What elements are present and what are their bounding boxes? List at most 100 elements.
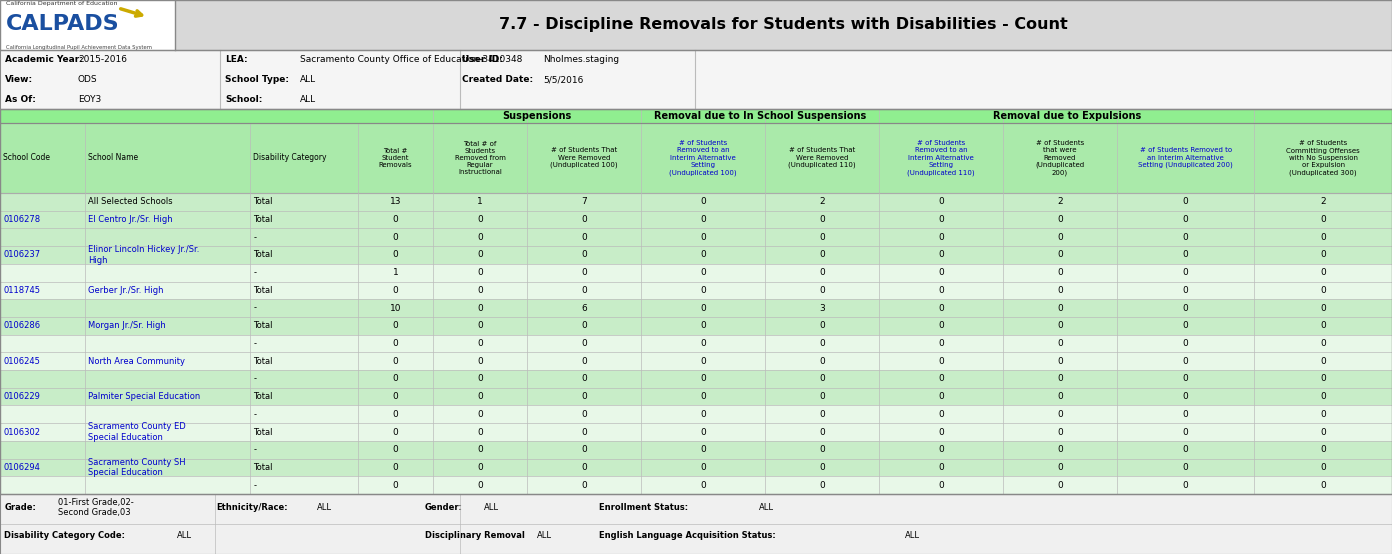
Text: 0: 0	[818, 481, 824, 490]
Text: 0: 0	[1183, 321, 1189, 330]
Text: 0: 0	[393, 357, 398, 366]
Text: 0: 0	[393, 339, 398, 348]
Text: 2: 2	[1057, 197, 1062, 206]
Text: 0: 0	[1321, 392, 1327, 401]
Text: 0: 0	[580, 428, 587, 437]
Text: 0: 0	[1183, 375, 1189, 383]
Text: # of Students Removed to
an Interim Alternative
Setting (Unduplicated 200): # of Students Removed to an Interim Alte…	[1139, 147, 1233, 168]
Text: 0: 0	[477, 445, 483, 454]
Text: 0: 0	[938, 197, 944, 206]
Bar	[0, 459, 1392, 476]
Text: 0106286: 0106286	[3, 321, 40, 330]
Text: Total: Total	[253, 286, 273, 295]
Text: 0: 0	[700, 445, 706, 454]
Text: 0: 0	[580, 286, 587, 295]
Text: -: -	[253, 481, 256, 490]
Text: 0: 0	[1057, 445, 1062, 454]
Text: Total: Total	[253, 250, 273, 259]
Text: 0: 0	[1183, 286, 1189, 295]
Text: Elinor Lincoln Hickey Jr./Sr.
High: Elinor Lincoln Hickey Jr./Sr. High	[88, 245, 199, 265]
Text: ODS: ODS	[78, 75, 97, 85]
Text: -: -	[253, 339, 256, 348]
Text: 0: 0	[938, 233, 944, 242]
Bar	[0, 0, 175, 50]
Text: 0: 0	[1057, 392, 1062, 401]
Text: Sacramento County Office of Education-3410348: Sacramento County Office of Education-34…	[301, 55, 522, 64]
Bar	[0, 423, 1392, 441]
Text: 3: 3	[818, 304, 824, 312]
Text: 0: 0	[818, 392, 824, 401]
Text: ALL: ALL	[484, 503, 500, 512]
Text: Gerber Jr./Sr. High: Gerber Jr./Sr. High	[88, 286, 164, 295]
Text: 0: 0	[1057, 268, 1062, 277]
Bar	[0, 50, 1392, 109]
Text: School Type:: School Type:	[226, 75, 290, 85]
Text: 0: 0	[393, 286, 398, 295]
Text: 0: 0	[393, 321, 398, 330]
Text: Ethnicity/Race:: Ethnicity/Race:	[216, 503, 287, 512]
Text: EOY3: EOY3	[78, 95, 102, 104]
Text: -: -	[253, 268, 256, 277]
Text: # of Students
Removed to an
Interim Alternative
Setting
(Unduplicated 100): # of Students Removed to an Interim Alte…	[670, 140, 736, 176]
Bar	[0, 299, 1392, 317]
Text: 0: 0	[393, 250, 398, 259]
Text: 0: 0	[477, 463, 483, 472]
Text: Gender:: Gender:	[425, 503, 462, 512]
Text: Total: Total	[253, 357, 273, 366]
Text: School Code: School Code	[3, 153, 50, 162]
Text: As Of:: As Of:	[6, 95, 36, 104]
Text: Morgan Jr./Sr. High: Morgan Jr./Sr. High	[88, 321, 166, 330]
Text: 1: 1	[393, 268, 398, 277]
Text: Nholmes.staging: Nholmes.staging	[543, 55, 619, 64]
Text: 10: 10	[390, 304, 401, 312]
Text: 0: 0	[700, 428, 706, 437]
Text: 0: 0	[1057, 233, 1062, 242]
Text: 0: 0	[1321, 375, 1327, 383]
Bar	[0, 246, 1392, 264]
Text: 0: 0	[938, 481, 944, 490]
Text: 0: 0	[477, 250, 483, 259]
Text: 0: 0	[818, 339, 824, 348]
Text: 0: 0	[477, 428, 483, 437]
Text: 2: 2	[818, 197, 824, 206]
Text: ALL: ALL	[905, 531, 920, 541]
Text: Total: Total	[253, 463, 273, 472]
Bar	[0, 335, 1392, 352]
Text: 0: 0	[1321, 428, 1327, 437]
Text: 0: 0	[938, 410, 944, 419]
Text: 0: 0	[938, 463, 944, 472]
Text: Total: Total	[253, 197, 273, 206]
Text: Suspensions: Suspensions	[503, 111, 572, 121]
Text: Sacramento County ED
Special Education: Sacramento County ED Special Education	[88, 422, 187, 442]
Text: -: -	[253, 304, 256, 312]
Text: ALL: ALL	[317, 503, 333, 512]
Bar	[0, 476, 1392, 494]
Text: 0: 0	[1183, 481, 1189, 490]
Text: 0: 0	[580, 215, 587, 224]
Bar	[0, 370, 1392, 388]
Bar	[0, 352, 1392, 370]
Text: 7.7 - Discipline Removals for Students with Disabilities - Count: 7.7 - Discipline Removals for Students w…	[500, 18, 1068, 33]
Bar	[0, 0, 1392, 50]
Text: 0: 0	[477, 357, 483, 366]
Text: 0: 0	[580, 445, 587, 454]
Text: 0: 0	[1183, 304, 1189, 312]
Text: 0: 0	[1183, 233, 1189, 242]
Text: 0: 0	[580, 392, 587, 401]
Text: 0: 0	[1057, 481, 1062, 490]
Bar	[0, 193, 1392, 211]
Text: 0: 0	[477, 339, 483, 348]
Text: 0106237: 0106237	[3, 250, 40, 259]
Text: 0: 0	[818, 250, 824, 259]
Text: 0: 0	[938, 268, 944, 277]
Text: 0: 0	[393, 428, 398, 437]
Text: 0: 0	[818, 286, 824, 295]
Text: 2015-2016: 2015-2016	[78, 55, 127, 64]
Text: 0: 0	[477, 321, 483, 330]
Text: 0: 0	[1183, 250, 1189, 259]
Text: 2: 2	[1321, 197, 1327, 206]
Text: 0: 0	[818, 410, 824, 419]
Text: 0: 0	[818, 463, 824, 472]
Text: School Name: School Name	[88, 153, 138, 162]
Text: 0: 0	[1183, 428, 1189, 437]
